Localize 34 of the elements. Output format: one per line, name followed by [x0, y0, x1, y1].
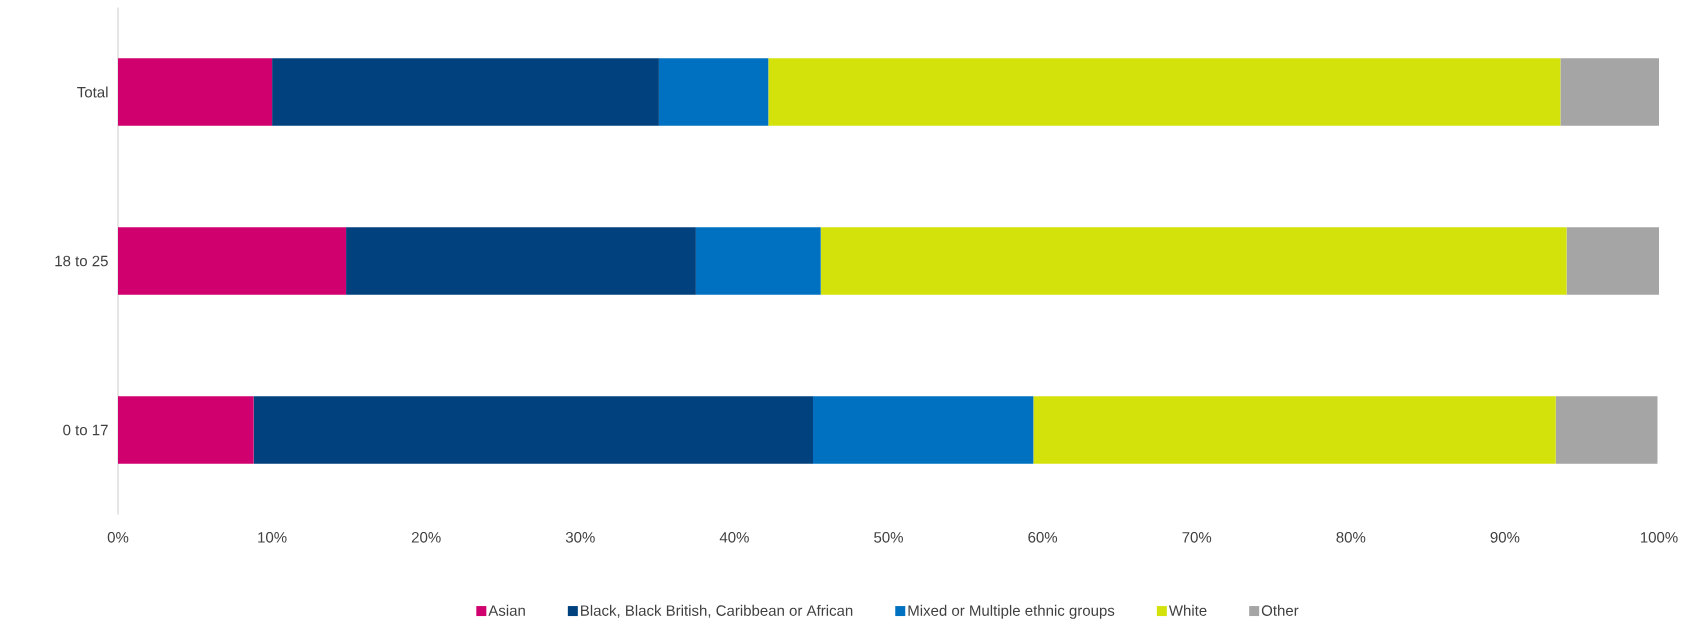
- legend-label: Black, Black British, Caribbean or African: [581, 604, 853, 618]
- y-tick-label: Total: [77, 86, 108, 98]
- legend-label: White: [1168, 604, 1207, 616]
- x-tick-label: 50%: [874, 532, 903, 543]
- bar: [695, 227, 821, 295]
- y-tick-label: 18 to 25: [55, 255, 108, 267]
- legend-label: Mixed or Multiple ethnic groups: [908, 604, 1115, 619]
- x-tick-label: 20%: [411, 532, 441, 543]
- bar: [346, 227, 696, 295]
- bar: [768, 58, 1561, 126]
- y-tick-label: 0 to 17: [63, 424, 108, 436]
- bar: [813, 396, 1034, 464]
- legend-label: Asian: [488, 604, 525, 616]
- x-tick-label: 100%: [1640, 532, 1678, 543]
- bar: [1560, 58, 1660, 126]
- x-tick-label: 10%: [258, 532, 287, 543]
- x-tick-label: 80%: [1336, 532, 1366, 543]
- bar: [253, 396, 813, 464]
- bar: [118, 227, 347, 295]
- bar: [1033, 396, 1556, 464]
- x-tick-label: 0%: [107, 532, 129, 543]
- bar: [118, 396, 254, 464]
- bar: [658, 58, 769, 126]
- x-tick-label: 90%: [1490, 532, 1520, 543]
- bar: [1566, 227, 1660, 295]
- bar: [1555, 396, 1658, 464]
- x-tick-label: 70%: [1182, 532, 1212, 543]
- bar: [272, 58, 659, 126]
- legend-label: Other: [1261, 604, 1299, 616]
- bar: [820, 227, 1567, 295]
- bar: [118, 58, 273, 126]
- x-tick-label: 30%: [565, 532, 595, 543]
- x-tick-label: 40%: [719, 532, 749, 543]
- x-tick-label: 60%: [1028, 532, 1058, 543]
